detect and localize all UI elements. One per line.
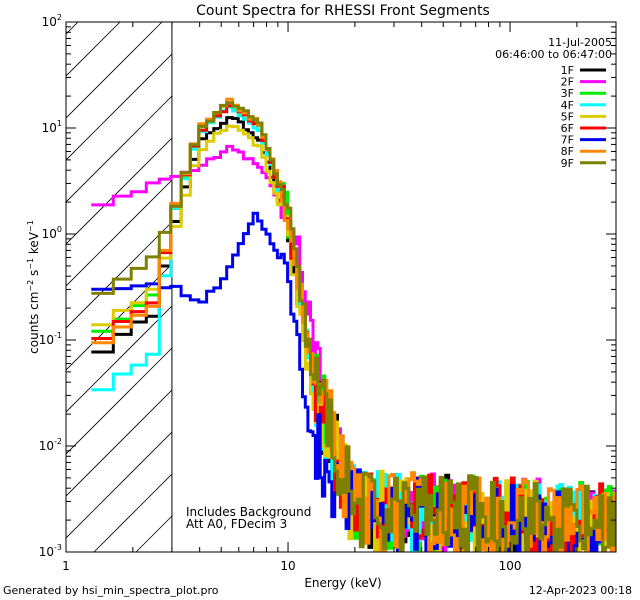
chart-time-range: 06:46:00 to 06:47:00	[495, 48, 612, 61]
legend-label-8f: 8F	[561, 145, 574, 158]
legend-label-2f: 2F	[561, 76, 574, 89]
series-line-9f	[91, 101, 616, 552]
x-tick-label: 100	[499, 559, 522, 573]
y-tick-label: 100	[42, 225, 62, 241]
legend-label-9f: 9F	[561, 157, 574, 170]
x-tick-label: 1	[62, 559, 70, 573]
legend-label-7f: 7F	[561, 134, 574, 147]
hatch-line	[66, 22, 247, 203]
hatch-line	[66, 22, 205, 161]
legend-label-5f: 5F	[561, 110, 574, 123]
x-axis-label: Energy (keV)	[304, 576, 381, 590]
legend-label-1f: 1F	[561, 64, 574, 77]
chart-title: Count Spectra for RHESSI Front Segments	[196, 3, 490, 19]
legend-label-4f: 4F	[561, 99, 574, 112]
y-tick-label: 10-3	[39, 543, 62, 559]
y-tick-label: 101	[42, 119, 62, 135]
chart-date: 11-Jul-2005	[548, 36, 612, 49]
x-tick-label: 10	[280, 559, 295, 573]
plot-frame	[65, 21, 617, 553]
y-tick-label: 10-1	[39, 331, 62, 347]
hatch-mask	[171, 22, 616, 552]
axes: 1 10 100 10-3 10-2 10-1 100 101 102	[39, 13, 617, 573]
legend-label-3f: 3F	[561, 87, 574, 100]
legend-label-6f: 6F	[561, 122, 574, 135]
annotation-attenuator: Att A0, FDecim 3	[186, 517, 287, 531]
footer-generated: Generated by hsi_min_spectra_plot.pro	[3, 584, 219, 597]
annotation-background: Includes Background	[186, 505, 311, 519]
hatch-line	[66, 22, 163, 119]
footer-timestamp: 12-Apr-2023 00:18	[528, 584, 632, 597]
y-axis-label: counts cm−2 s−1 keV−1	[26, 220, 41, 354]
y-tick-label: 102	[42, 13, 62, 29]
y-tick-label: 10-2	[39, 437, 62, 453]
series-layer	[91, 97, 616, 552]
